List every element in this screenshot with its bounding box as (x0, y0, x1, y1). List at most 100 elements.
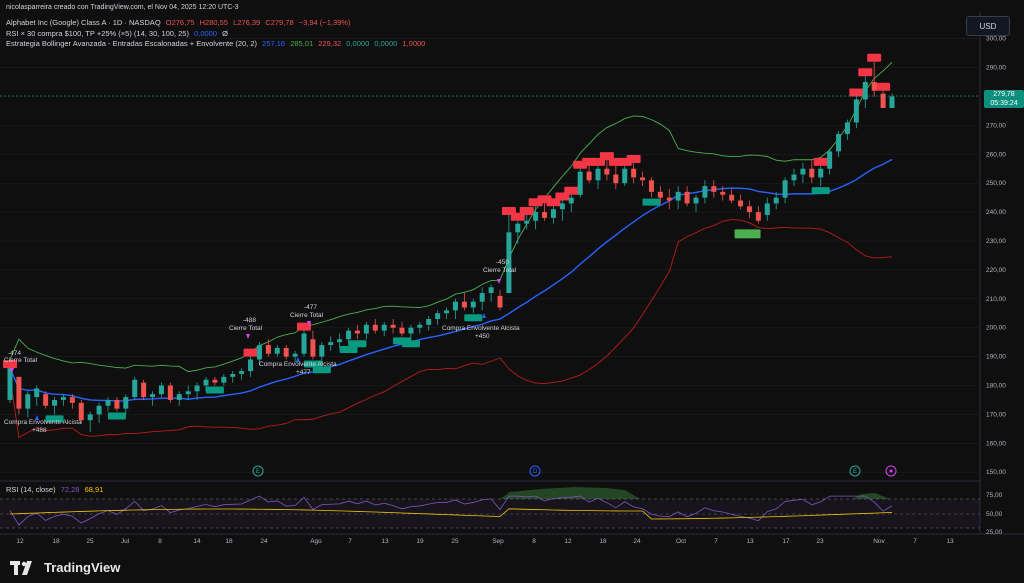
main-pane[interactable] (0, 12, 980, 480)
rsi-scale[interactable]: 75,00 50,00 25,00 (986, 492, 1003, 536)
candle-body (675, 191, 681, 201)
price-scale[interactable]: 300,00290,00280,00270,00260,00250,00240,… (986, 36, 1006, 477)
chart-canvas[interactable]: 300,00290,00280,00270,00260,00250,00240,… (0, 0, 1024, 552)
time-tick: 25 (86, 538, 94, 545)
time-tick: 13 (746, 538, 754, 545)
rsi-name[interactable]: RSI (14, close) (6, 485, 56, 494)
time-tick: 24 (633, 538, 641, 545)
time-tick: 7 (714, 538, 718, 545)
annotation-entry-3-value: +450 (475, 333, 490, 340)
footer-branding: TradingView (0, 552, 1024, 583)
candle-body (141, 382, 147, 398)
candle-body (666, 197, 672, 201)
last-price-value: 279,78 (993, 91, 1015, 98)
earnings-marker-icon[interactable] (849, 465, 861, 477)
sell-signal-box (519, 206, 534, 215)
candle-body (506, 232, 512, 294)
time-tick: Oct (676, 538, 686, 545)
candle-body (889, 96, 895, 109)
sell-signal-box (243, 348, 258, 357)
buy-arrow-icon (482, 313, 486, 318)
candle-body (559, 203, 565, 210)
price-tick: 300,00 (986, 36, 1006, 43)
event-markers[interactable]: E D E (252, 465, 897, 477)
candle-body (265, 345, 271, 354)
annotation-entry-3: Compra Envolvente Alcista (442, 325, 520, 332)
price-change: −3,94 (−1,39%) (298, 18, 351, 27)
buy-signal-box (45, 415, 64, 423)
earnings-marker-label: E (853, 469, 857, 475)
buy-arrow-icon (296, 357, 300, 362)
trade-annotations: -474 Cierre Total -488 Cierre Total -477… (4, 259, 520, 434)
price-tick: 160,00 (986, 440, 1006, 447)
bollinger-strategy-name[interactable]: Estrategia Bollinger Avanzada - Entradas… (6, 39, 258, 48)
time-tick: 13 (946, 538, 954, 545)
sell-signal-box (849, 88, 864, 97)
buy-signal-box (339, 346, 358, 354)
currency-button[interactable]: USD (966, 16, 1010, 36)
candle-body (203, 379, 209, 386)
annotation-exit-3: -477 (304, 304, 317, 311)
price-tick: 250,00 (986, 180, 1006, 187)
candle-body (114, 399, 120, 409)
buy-signal-box (312, 366, 331, 374)
rsi-value: 72,28 (60, 485, 80, 494)
candle-body (167, 385, 173, 400)
candle-body (488, 287, 494, 294)
time-axis[interactable]: 12 18 25 Jul 8 14 18 24 Ago 7 13 19 25 Sep 8 12 18 24 Oct 7… (16, 538, 954, 545)
candle-body (862, 82, 868, 100)
candle-body (399, 327, 405, 334)
symbol-name[interactable]: Alphabet Inc (Google) Class A · 1D · NAS… (6, 18, 161, 27)
rsi-band-fill (0, 499, 980, 528)
rsi-strategy-legend[interactable]: RSI × 30 compra $100, TP +25% (×5) (14, … (6, 29, 231, 38)
sell-arrow-icon (497, 279, 501, 284)
rsi-strategy-name[interactable]: RSI × 30 compra $100, TP +25% (×5) (14, … (6, 29, 189, 38)
grid-lines (0, 38, 980, 473)
rsi-indicator: 75,00 50,00 25,00 (0, 487, 1003, 536)
annotation-exit-4: -450 (496, 259, 509, 266)
candle-body (52, 399, 58, 406)
dividend-marker-icon[interactable] (529, 465, 541, 477)
news-marker-icon[interactable] (885, 465, 897, 477)
label-box (734, 229, 761, 239)
annotation-entry-1: Compra Envolvente Alcista (4, 419, 82, 426)
candle-body (34, 388, 40, 398)
candle-body (96, 405, 102, 415)
candle-body (746, 206, 752, 213)
bollinger-basis (9, 158, 893, 402)
ohlc-high: H280,55 (199, 18, 228, 27)
sell-signal-box (297, 322, 311, 331)
strategy-value-5: 0,0000 (374, 39, 398, 48)
rsi-ma-value: 68,91 (84, 485, 104, 494)
symbol-legend[interactable]: Alphabet Inc (Google) Class A · 1D · NAS… (6, 18, 353, 27)
candle-body (426, 319, 432, 325)
candle-body (827, 151, 833, 169)
earnings-marker-label: E (256, 469, 260, 475)
time-tick: Ago (310, 538, 322, 545)
rsi-tick: 75,00 (986, 492, 1003, 499)
candle-body (738, 200, 744, 207)
news-marker-dot (889, 469, 893, 473)
candle-body (577, 171, 583, 195)
candle-body (648, 180, 654, 192)
sell-signal-box (564, 186, 579, 195)
bollinger-lower-value: 229,32 (318, 39, 342, 48)
earnings-marker-icon[interactable] (252, 465, 264, 477)
candle-body (693, 197, 699, 204)
candle-body (435, 313, 441, 320)
candle-body (87, 414, 93, 421)
window-title: nicolasparreira creado con TradingView.c… (6, 4, 239, 11)
sell-signal-box (626, 154, 641, 163)
time-tick: Jul (121, 538, 130, 545)
rsi-legend[interactable]: RSI (14, close) 72,28 68,91 (6, 485, 106, 494)
candle-body (7, 368, 13, 400)
candle-body (408, 327, 414, 334)
candlestick-series (7, 61, 895, 432)
candle-body (194, 385, 200, 392)
buy-signal-box (205, 386, 224, 394)
price-tick: 230,00 (986, 238, 1006, 245)
bollinger-strategy-legend[interactable]: Estrategia Bollinger Avanzada - Entradas… (6, 39, 428, 48)
rsi-pane[interactable] (0, 482, 980, 534)
candle-body (729, 194, 735, 201)
sell-signal-box (3, 360, 17, 369)
